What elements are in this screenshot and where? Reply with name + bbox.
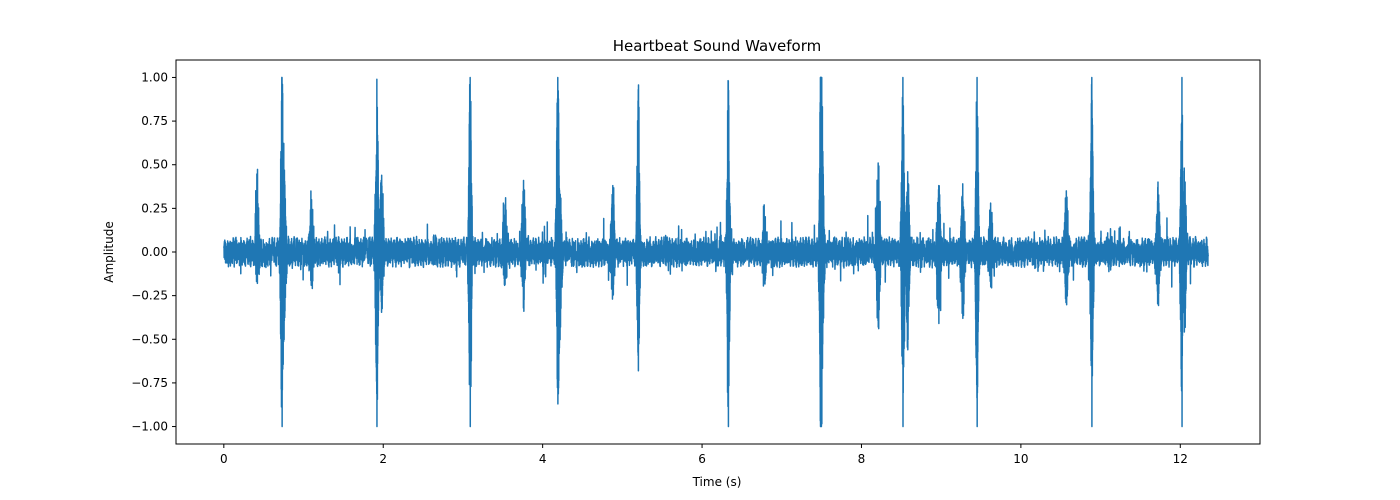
y-tick-label: 0.25 xyxy=(141,201,168,215)
plot-area xyxy=(223,76,1209,428)
y-tick-label: −0.25 xyxy=(131,289,168,303)
y-tick-label: 1.00 xyxy=(141,70,168,84)
x-axis-label: Time (s) xyxy=(692,475,742,489)
series-line-waveform xyxy=(223,76,1209,428)
x-tick-label: 12 xyxy=(1173,452,1188,466)
y-tick-label: 0.00 xyxy=(141,245,168,259)
x-tick-label: 8 xyxy=(858,452,866,466)
x-axis: 0 2 4 6 8 10 12 xyxy=(220,444,1188,466)
x-tick-label: 2 xyxy=(379,452,387,466)
x-tick-label: 10 xyxy=(1013,452,1028,466)
chart-title: Heartbeat Sound Waveform xyxy=(613,37,821,55)
y-axis: −1.00 −0.75 −0.50 −0.25 0.00 0.25 0.50 0.75 1.00 xyxy=(131,70,176,434)
y-tick-label: −1.00 xyxy=(131,420,168,434)
x-tick-label: 0 xyxy=(220,452,228,466)
y-tick-label: −0.75 xyxy=(131,376,168,390)
y-tick-label: −0.50 xyxy=(131,332,168,346)
x-tick-label: 6 xyxy=(698,452,706,466)
y-axis-label: Amplitude xyxy=(102,221,116,283)
y-tick-label: 0.75 xyxy=(141,114,168,128)
y-tick-label: 0.50 xyxy=(141,158,168,172)
x-tick-label: 4 xyxy=(539,452,547,466)
